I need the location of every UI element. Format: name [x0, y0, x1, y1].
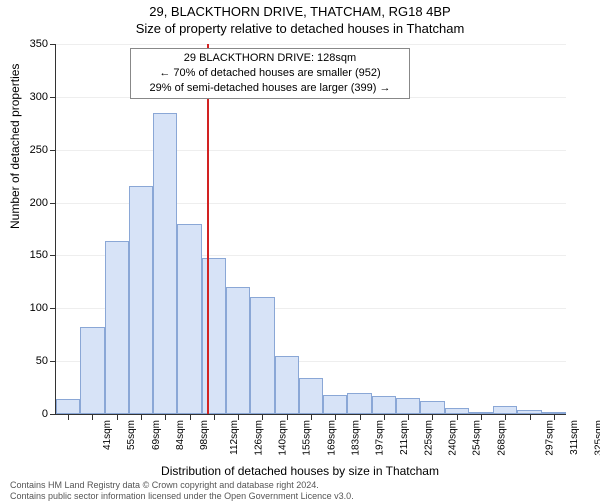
x-tick-label: 197sqm	[375, 420, 386, 456]
x-tick-label: 69sqm	[151, 420, 162, 450]
x-tick	[505, 414, 506, 420]
histogram-bar	[493, 406, 517, 414]
y-tick	[50, 361, 56, 362]
y-tick-label: 200	[30, 197, 48, 209]
histogram-bar	[226, 287, 250, 414]
x-tick-label: 240sqm	[448, 420, 459, 456]
y-tick	[50, 255, 56, 256]
histogram-bar	[250, 297, 274, 414]
y-tick-label: 150	[30, 249, 48, 261]
histogram-bar	[275, 356, 299, 414]
chart-footer: Contains HM Land Registry data © Crown c…	[10, 480, 354, 502]
annotation-line3: 29% of semi-detached houses are larger (…	[135, 81, 405, 96]
x-tick-label: 140sqm	[278, 420, 289, 456]
x-tick-label: 41sqm	[102, 420, 113, 450]
x-tick-label: 169sqm	[326, 420, 337, 456]
x-tick-label: 112sqm	[228, 420, 239, 455]
histogram-bar	[177, 224, 201, 414]
x-tick	[287, 414, 288, 420]
x-tick	[238, 414, 239, 420]
x-axis-title: Distribution of detached houses by size …	[0, 464, 600, 478]
x-tick	[384, 414, 385, 420]
y-tick	[50, 414, 56, 415]
x-tick	[554, 414, 555, 420]
histogram-bar	[420, 401, 444, 414]
x-tick	[92, 414, 93, 420]
chart-plot-area: 05010015020025030035041sqm55sqm69sqm84sq…	[55, 44, 566, 415]
x-tick-label: 211sqm	[398, 420, 409, 455]
histogram-bar	[153, 113, 177, 414]
histogram-bar	[129, 186, 153, 414]
annotation-line2: ← 70% of detached houses are smaller (95…	[135, 66, 405, 81]
histogram-bar	[299, 378, 323, 414]
y-tick	[50, 44, 56, 45]
chart-address-title: 29, BLACKTHORN DRIVE, THATCHAM, RG18 4BP	[0, 4, 600, 21]
y-tick-label: 350	[30, 38, 48, 50]
y-tick-label: 0	[42, 408, 48, 420]
y-tick-label: 250	[30, 144, 48, 156]
x-tick	[408, 414, 409, 420]
x-tick	[530, 414, 531, 420]
x-tick	[190, 414, 191, 420]
histogram-bar	[80, 327, 104, 414]
x-tick	[165, 414, 166, 420]
x-tick-label: 254sqm	[472, 420, 483, 456]
y-tick-label: 50	[36, 355, 48, 367]
y-tick-label: 300	[30, 91, 48, 103]
x-tick-label: 183sqm	[351, 420, 362, 456]
x-tick	[311, 414, 312, 420]
chart-subtitle: Size of property relative to detached ho…	[0, 21, 600, 36]
y-tick	[50, 150, 56, 151]
x-tick-label: 126sqm	[253, 420, 264, 456]
histogram-bar	[396, 398, 420, 414]
grid-line	[56, 150, 566, 151]
x-tick-label: 55sqm	[126, 420, 137, 450]
footer-line1: Contains HM Land Registry data © Crown c…	[10, 480, 354, 491]
x-tick-label: 155sqm	[302, 420, 313, 456]
x-tick-label: 225sqm	[423, 420, 434, 456]
histogram-bar	[372, 396, 396, 414]
x-tick	[214, 414, 215, 420]
x-tick-label: 325sqm	[593, 420, 600, 456]
x-tick	[457, 414, 458, 420]
x-tick	[117, 414, 118, 420]
histogram-bar	[56, 399, 80, 414]
y-tick-label: 100	[30, 302, 48, 314]
x-tick	[360, 414, 361, 420]
annotation-line1: 29 BLACKTHORN DRIVE: 128sqm	[135, 51, 405, 66]
y-axis-title: Number of detached properties	[8, 64, 22, 229]
x-tick-label: 98sqm	[199, 420, 210, 450]
reference-line	[207, 44, 209, 414]
x-tick	[68, 414, 69, 420]
histogram-bar	[323, 395, 347, 414]
histogram-bar	[202, 258, 226, 414]
x-tick	[262, 414, 263, 420]
chart-container: 29, BLACKTHORN DRIVE, THATCHAM, RG18 4BP…	[0, 4, 600, 504]
footer-line2: Contains public sector information licen…	[10, 491, 354, 502]
y-tick	[50, 308, 56, 309]
x-tick-label: 268sqm	[496, 420, 507, 456]
histogram-bar	[105, 241, 129, 414]
annotation-box: 29 BLACKTHORN DRIVE: 128sqm ← 70% of det…	[130, 48, 410, 99]
x-tick	[481, 414, 482, 420]
histogram-bar	[347, 393, 371, 414]
y-tick	[50, 97, 56, 98]
x-tick-label: 297sqm	[545, 420, 556, 456]
x-tick	[335, 414, 336, 420]
x-tick	[432, 414, 433, 420]
y-tick	[50, 203, 56, 204]
x-tick-label: 311sqm	[568, 420, 579, 455]
x-tick-label: 84sqm	[175, 420, 186, 450]
grid-line	[56, 44, 566, 45]
x-tick	[141, 414, 142, 420]
